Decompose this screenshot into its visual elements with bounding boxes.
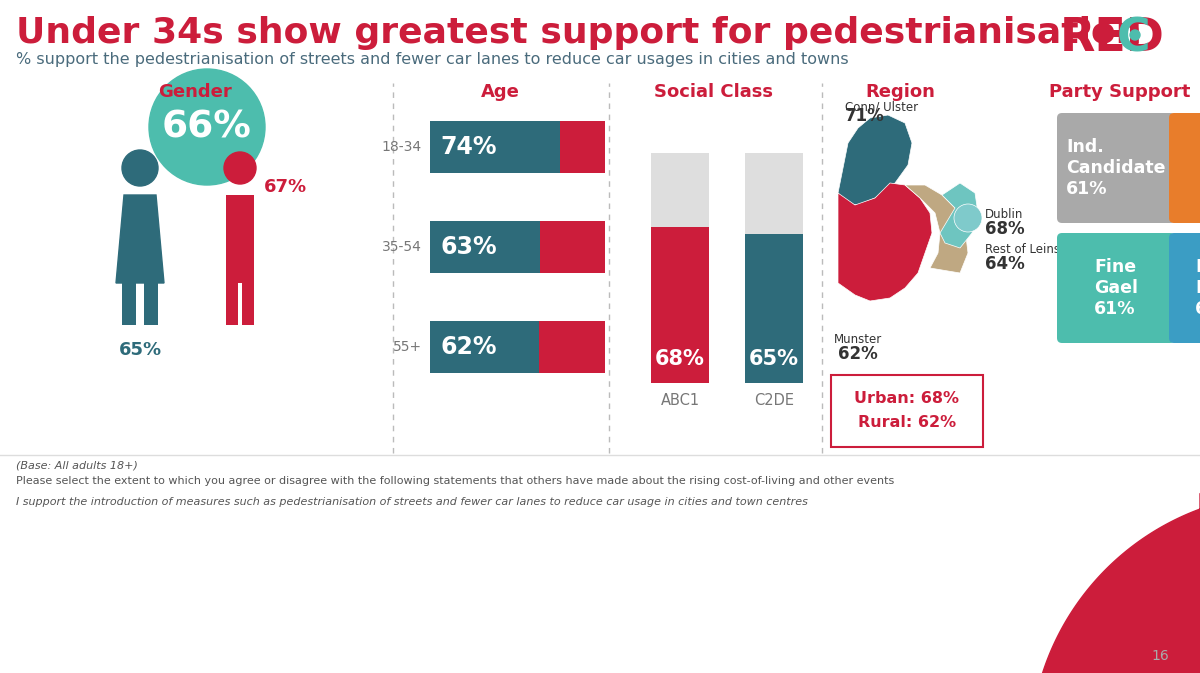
Text: Social Class: Social Class: [654, 83, 773, 101]
Text: % support the pedestrianisation of streets and fewer car lanes to reduce car usa: % support the pedestrianisation of stree…: [16, 52, 848, 67]
Bar: [430, 221, 540, 273]
Bar: [430, 121, 559, 173]
Bar: [144, 281, 158, 325]
Bar: [650, 153, 709, 227]
Text: 18-34: 18-34: [382, 140, 422, 154]
Circle shape: [954, 204, 982, 232]
Polygon shape: [940, 183, 978, 248]
Polygon shape: [905, 185, 968, 273]
Text: C: C: [1117, 16, 1151, 61]
Bar: [540, 221, 605, 273]
Bar: [226, 195, 254, 283]
Text: Urban: 68%: Urban: 68%: [854, 391, 960, 406]
Text: Munster: Munster: [834, 333, 882, 346]
Bar: [745, 153, 803, 234]
Text: I support the introduction of measures such as pedestrianisation of streets and : I support the introduction of measures s…: [16, 497, 808, 507]
Text: 66%: 66%: [162, 109, 252, 145]
Text: RED: RED: [1060, 16, 1165, 61]
Text: 74%: 74%: [440, 135, 497, 159]
FancyBboxPatch shape: [1057, 113, 1175, 223]
Text: (Base: All adults 18+): (Base: All adults 18+): [16, 461, 138, 471]
Circle shape: [1130, 30, 1140, 40]
Text: Rural: 62%: Rural: 62%: [858, 415, 956, 430]
Text: Dublin: Dublin: [985, 208, 1024, 221]
Text: 71%: 71%: [845, 107, 884, 125]
FancyBboxPatch shape: [1057, 233, 1175, 343]
Text: Under 34s show greatest support for pedestrianisation: Under 34s show greatest support for pede…: [16, 16, 1141, 50]
Text: C2DE: C2DE: [754, 393, 794, 408]
Text: 62%: 62%: [838, 345, 878, 363]
Text: 65%: 65%: [749, 349, 799, 369]
Circle shape: [224, 152, 256, 184]
Polygon shape: [116, 195, 164, 283]
Text: 67%: 67%: [264, 178, 307, 196]
Text: Ind.
Candidate
61%: Ind. Candidate 61%: [1067, 137, 1165, 199]
Text: 16: 16: [1151, 649, 1169, 663]
Text: 64%: 64%: [985, 255, 1025, 273]
Polygon shape: [838, 183, 932, 301]
FancyBboxPatch shape: [1169, 113, 1200, 223]
Text: Gender: Gender: [158, 83, 232, 101]
Text: 68%: 68%: [985, 220, 1025, 238]
Text: Rest of Leinster: Rest of Leinster: [985, 243, 1078, 256]
Circle shape: [149, 69, 265, 185]
Text: Please select the extent to which you agree or disagree with the following state: Please select the extent to which you ag…: [16, 476, 894, 486]
Bar: [226, 281, 238, 325]
Text: Age: Age: [480, 83, 520, 101]
Bar: [745, 234, 803, 383]
Text: 65%: 65%: [119, 341, 162, 359]
Text: 68%: 68%: [655, 349, 704, 369]
Text: Region: Region: [865, 83, 935, 101]
Text: 35-54: 35-54: [382, 240, 422, 254]
Text: Fine
Gael
61%: Fine Gael 61%: [1094, 258, 1138, 318]
Bar: [122, 281, 136, 325]
Text: 63%: 63%: [440, 235, 497, 259]
Text: 62%: 62%: [440, 335, 497, 359]
Text: Party Support: Party Support: [1049, 83, 1190, 101]
Polygon shape: [838, 115, 912, 205]
Text: Fianna
Fáil
68%: Fianna Fáil 68%: [1195, 258, 1200, 318]
Bar: [559, 121, 605, 173]
FancyBboxPatch shape: [1169, 233, 1200, 343]
Bar: [242, 281, 254, 325]
Polygon shape: [1030, 493, 1200, 673]
FancyBboxPatch shape: [830, 375, 983, 447]
Text: Conn/ Ulster: Conn/ Ulster: [845, 100, 918, 113]
Text: ABC1: ABC1: [660, 393, 700, 408]
Bar: [539, 321, 605, 373]
Bar: [430, 321, 539, 373]
Circle shape: [122, 150, 158, 186]
Bar: [650, 227, 709, 383]
Text: 55+: 55+: [392, 340, 422, 354]
